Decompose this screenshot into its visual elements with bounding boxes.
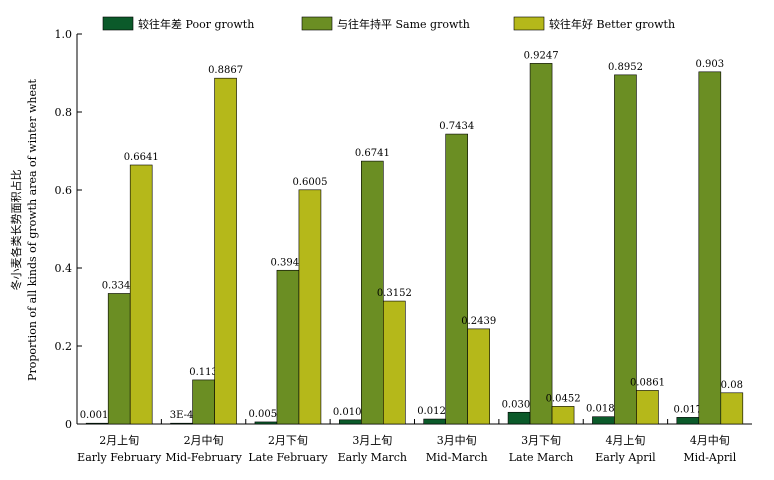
y-tick-label: 0.2	[55, 340, 73, 353]
x-tick-label-cn: 4月上旬	[605, 434, 645, 447]
bar	[636, 390, 659, 425]
bar	[254, 421, 278, 425]
bar	[614, 74, 637, 425]
legend-swatch	[301, 16, 333, 31]
bar	[361, 160, 384, 425]
data-label: 0.0187	[586, 404, 621, 415]
bar	[551, 406, 575, 425]
y-tick-label: 0.8	[55, 106, 73, 119]
y-axis-label-cn: 冬小麦各类长势面积占比	[9, 170, 23, 291]
bar	[298, 189, 322, 425]
x-tick-label-en: Mid-March	[426, 451, 488, 464]
data-label: 0.0053	[248, 409, 283, 420]
x-tick-label-cn: 3月中旬	[437, 434, 477, 447]
data-label: 0.7434	[439, 121, 474, 132]
bar	[529, 63, 553, 425]
legend-label: 较往年好 Better growth	[549, 17, 675, 31]
x-tick-label-en: Late February	[248, 451, 328, 464]
data-label: 0.0861	[630, 377, 665, 388]
x-tick-label-en: Mid-February	[165, 451, 242, 464]
y-axis-labels: 冬小麦各类长势面积占比 Proportion of all kinds of g…	[9, 78, 39, 380]
x-tick-label-cn: 2月下旬	[268, 434, 308, 447]
data-label: 0.903	[695, 59, 724, 70]
bar	[592, 416, 615, 425]
x-tick-label-en: Early March	[338, 451, 407, 464]
data-label: 3E-4	[170, 410, 194, 421]
bar	[129, 164, 153, 425]
legend-swatch	[102, 16, 134, 31]
bar	[339, 419, 362, 425]
data-label: 0.3152	[377, 288, 412, 299]
data-label: 0.8952	[608, 62, 643, 73]
legend: 较往年差 Poor growth 与往年持平 Same growth 较往年好 Be…	[102, 16, 675, 31]
x-tick-label-en: Mid-April	[683, 451, 736, 464]
y-tick-label: 0.6	[55, 184, 73, 197]
data-label: 0.6005	[292, 177, 327, 188]
x-axis: 2月上旬 Early February 2月中旬 Mid-February 2月下旬 La…	[77, 419, 737, 464]
data-label: 0.0107	[333, 407, 368, 418]
data-label: 0.0301	[502, 399, 537, 410]
data-label: 0.08	[721, 380, 743, 391]
bar	[676, 417, 700, 425]
data-label: 0.0127	[417, 406, 452, 417]
bar	[445, 133, 468, 425]
x-tick-label-cn: 3月下旬	[521, 434, 561, 447]
x-tick-label-en: Early April	[595, 451, 656, 464]
data-label: 0.3942	[270, 257, 305, 268]
x-tick-label-cn: 4月中旬	[690, 434, 730, 447]
legend-label: 与往年持平 Same growth	[337, 17, 470, 31]
data-label: 0.2439	[461, 316, 496, 327]
y-tick-label: 1.0	[55, 28, 73, 41]
bar	[192, 379, 215, 425]
bar	[276, 269, 300, 425]
data-label: 0.0012	[80, 410, 115, 421]
legend-swatch	[513, 16, 545, 31]
bar	[507, 411, 531, 425]
bar	[170, 422, 193, 425]
x-tick-label-cn: 3月上旬	[352, 434, 392, 447]
data-label: 0.8867	[208, 65, 243, 76]
y-axis-label-en: Proportion of all kinds of growth area o…	[26, 78, 39, 380]
bar	[698, 71, 722, 425]
data-label: 0.113	[189, 367, 218, 378]
data-label: 0.6641	[124, 152, 159, 163]
bar	[85, 422, 109, 425]
bar	[214, 77, 237, 425]
bar	[423, 418, 446, 425]
y-tick-label: 0.4	[55, 262, 73, 275]
bar	[467, 328, 490, 425]
bar	[720, 392, 744, 425]
legend-label: 较往年差 Poor growth	[138, 17, 254, 31]
x-tick-label-en: Late March	[509, 451, 574, 464]
data-label: 0.0452	[546, 393, 581, 404]
bars: 0.0012 0.3347 0.6641 3E-4 0.113 0.8867 0.0053 0…	[80, 50, 744, 425]
data-label: 0.017	[673, 404, 702, 415]
x-tick-label-en: Early February	[77, 451, 162, 464]
bar	[383, 300, 406, 425]
x-tick-label-cn: 2月上旬	[99, 434, 139, 447]
bar	[107, 293, 131, 425]
data-label: 0.9247	[524, 50, 559, 61]
x-tick-label-cn: 2月中旬	[184, 434, 224, 447]
y-tick-label: 0	[65, 418, 72, 431]
data-label: 0.6741	[355, 148, 390, 159]
data-label: 0.3347	[102, 280, 137, 291]
